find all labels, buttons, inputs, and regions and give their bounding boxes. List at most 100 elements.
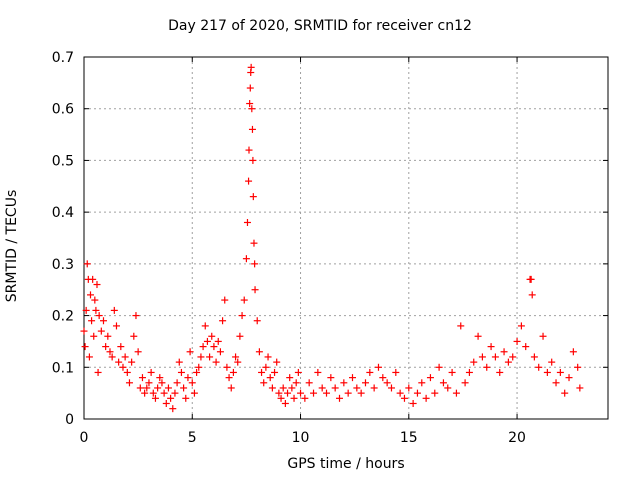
plot-frame	[83, 56, 609, 420]
data-point	[465, 368, 473, 376]
x-tick-label: 0	[80, 430, 89, 446]
data-point	[80, 327, 88, 335]
data-point	[104, 332, 112, 340]
x-tick-label: 5	[188, 430, 197, 446]
data-point	[93, 281, 101, 289]
data-point	[535, 363, 543, 371]
data-point	[258, 368, 266, 376]
data-point	[413, 389, 421, 397]
data-point	[158, 379, 166, 387]
data-point	[517, 322, 525, 330]
data-point	[186, 348, 194, 356]
data-point	[530, 353, 538, 361]
y-tick-label: 0.3	[52, 257, 74, 273]
data-point	[245, 146, 253, 154]
data-point	[266, 374, 274, 382]
data-point	[556, 368, 564, 376]
data-point	[543, 368, 551, 376]
data-point	[95, 312, 103, 320]
data-point	[405, 384, 413, 392]
data-point	[418, 379, 426, 387]
data-point	[136, 384, 144, 392]
x-axis-label: GPS time / hours	[287, 456, 405, 472]
data-point	[92, 306, 100, 314]
data-point	[160, 389, 168, 397]
data-point	[193, 368, 201, 376]
data-point	[251, 286, 259, 294]
data-point	[117, 343, 125, 351]
data-point	[248, 105, 256, 113]
y-axis-label: SRMTID / TECUs	[4, 189, 20, 303]
data-point	[569, 348, 577, 356]
data-point	[236, 332, 244, 340]
data-point	[169, 405, 177, 413]
data-point	[234, 358, 242, 366]
data-point	[134, 348, 142, 356]
data-point	[86, 291, 94, 299]
data-point	[290, 394, 298, 402]
data-point	[88, 317, 96, 325]
x-tick-label: 10	[292, 430, 310, 446]
data-point	[123, 368, 131, 376]
data-point	[361, 379, 369, 387]
data-point	[565, 374, 573, 382]
y-tick-label: 0.6	[52, 102, 74, 118]
data-point	[206, 353, 214, 361]
data-point	[576, 384, 584, 392]
data-point	[561, 389, 569, 397]
data-point	[81, 343, 89, 351]
data-point	[246, 84, 254, 92]
data-point	[141, 389, 149, 397]
data-point	[247, 63, 255, 71]
data-point	[184, 374, 192, 382]
data-point	[177, 368, 185, 376]
data-point	[452, 389, 460, 397]
data-point	[279, 384, 287, 392]
data-point	[292, 379, 300, 387]
x-tick-label: 20	[508, 430, 526, 446]
y-tick-label: 0.1	[52, 360, 74, 376]
data-point	[91, 296, 99, 304]
data-point	[212, 358, 220, 366]
data-point	[240, 296, 248, 304]
data-point	[513, 337, 521, 345]
data-point	[284, 389, 292, 397]
data-point	[145, 379, 153, 387]
data-point	[344, 389, 352, 397]
data-point	[130, 332, 138, 340]
data-point	[273, 358, 281, 366]
data-point	[552, 379, 560, 387]
chart-title: Day 217 of 2020, SRMTID for receiver cn1…	[168, 18, 472, 34]
data-point	[89, 275, 97, 283]
data-point	[409, 399, 417, 407]
data-point	[323, 389, 331, 397]
data-point	[210, 343, 218, 351]
data-point	[400, 394, 408, 402]
data-point	[314, 368, 322, 376]
data-point	[426, 374, 434, 382]
data-point	[242, 255, 250, 263]
y-tick-label: 0.5	[52, 153, 74, 169]
data-point	[232, 353, 240, 361]
data-point	[250, 239, 258, 247]
data-point	[83, 260, 91, 268]
data-point	[119, 363, 127, 371]
data-point	[143, 384, 151, 392]
data-point	[180, 384, 188, 392]
data-point	[348, 374, 356, 382]
data-point	[457, 322, 465, 330]
data-point	[154, 384, 162, 392]
data-point	[487, 343, 495, 351]
data-point	[190, 389, 198, 397]
data-point	[182, 394, 190, 402]
data-point	[353, 384, 361, 392]
data-point	[310, 389, 318, 397]
data-point	[253, 317, 261, 325]
data-point	[444, 384, 452, 392]
data-point	[162, 399, 170, 407]
data-point	[125, 379, 133, 387]
data-point	[281, 399, 289, 407]
data-point	[175, 358, 183, 366]
data-point-layer	[80, 63, 584, 413]
